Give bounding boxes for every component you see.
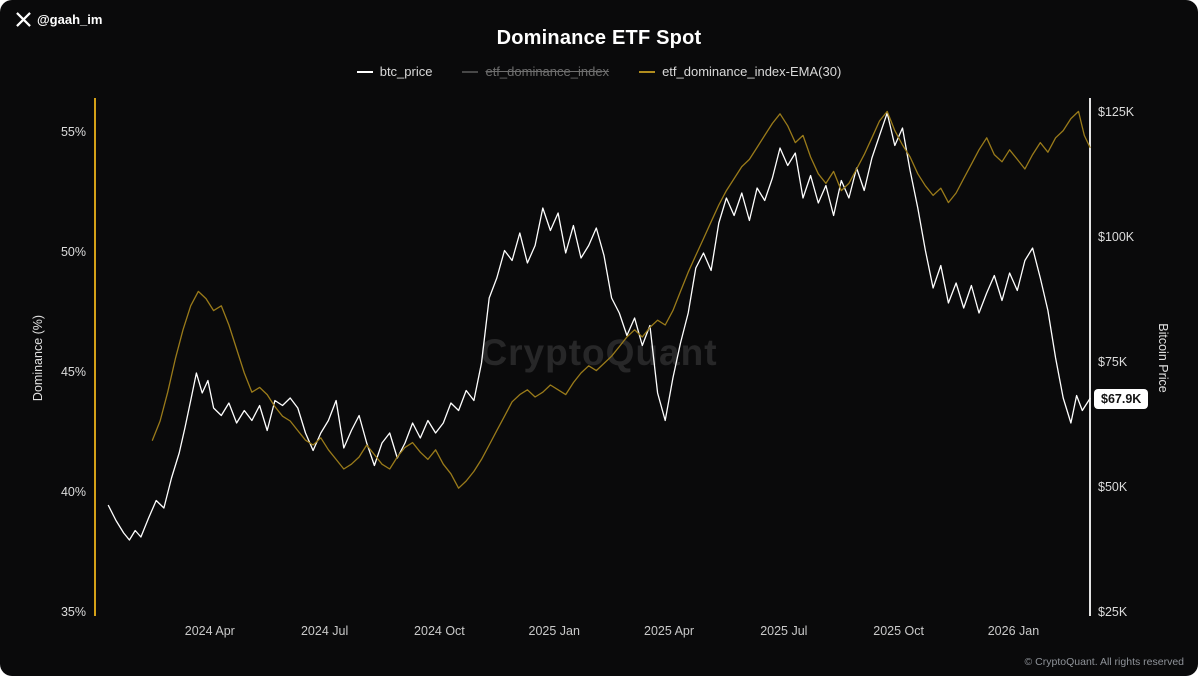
x-handle: @gaah_im	[16, 12, 102, 27]
legend-dash-icon	[639, 70, 656, 73]
legend-label: etf_dominance_index	[485, 64, 610, 79]
chart-title: Dominance ETF Spot	[496, 27, 702, 49]
last-price-badge: $67.9K	[1094, 388, 1149, 409]
right-axis-title: Bitcoin Price	[1156, 323, 1170, 393]
legend-label: btc_price	[379, 64, 433, 79]
legend-item-btc-price[interactable]: btc_price	[356, 64, 433, 79]
legend-dash-icon	[356, 70, 373, 73]
legend-label: etf_dominance_index-EMA(30)	[662, 64, 842, 79]
x-handle-text: @gaah_im	[37, 12, 103, 27]
series-line-btc_price	[107, 112, 1091, 541]
copyright-footer: © CryptoQuant. All rights reserved	[1024, 656, 1184, 668]
legend-dash-icon	[462, 70, 479, 73]
legend-item-etf-dominance-index-ema30[interactable]: etf_dominance_index-EMA(30)	[639, 64, 841, 79]
left-axis-title: Dominance (%)	[31, 314, 45, 402]
legend-item-etf-dominance-index[interactable]: etf_dominance_index	[462, 64, 609, 79]
legend: btc_price etf_dominance_index etf_domina…	[0, 64, 1198, 79]
series-line-etf_dominance_index-EMA(30)	[151, 110, 1091, 489]
x-logo-icon	[16, 12, 31, 27]
